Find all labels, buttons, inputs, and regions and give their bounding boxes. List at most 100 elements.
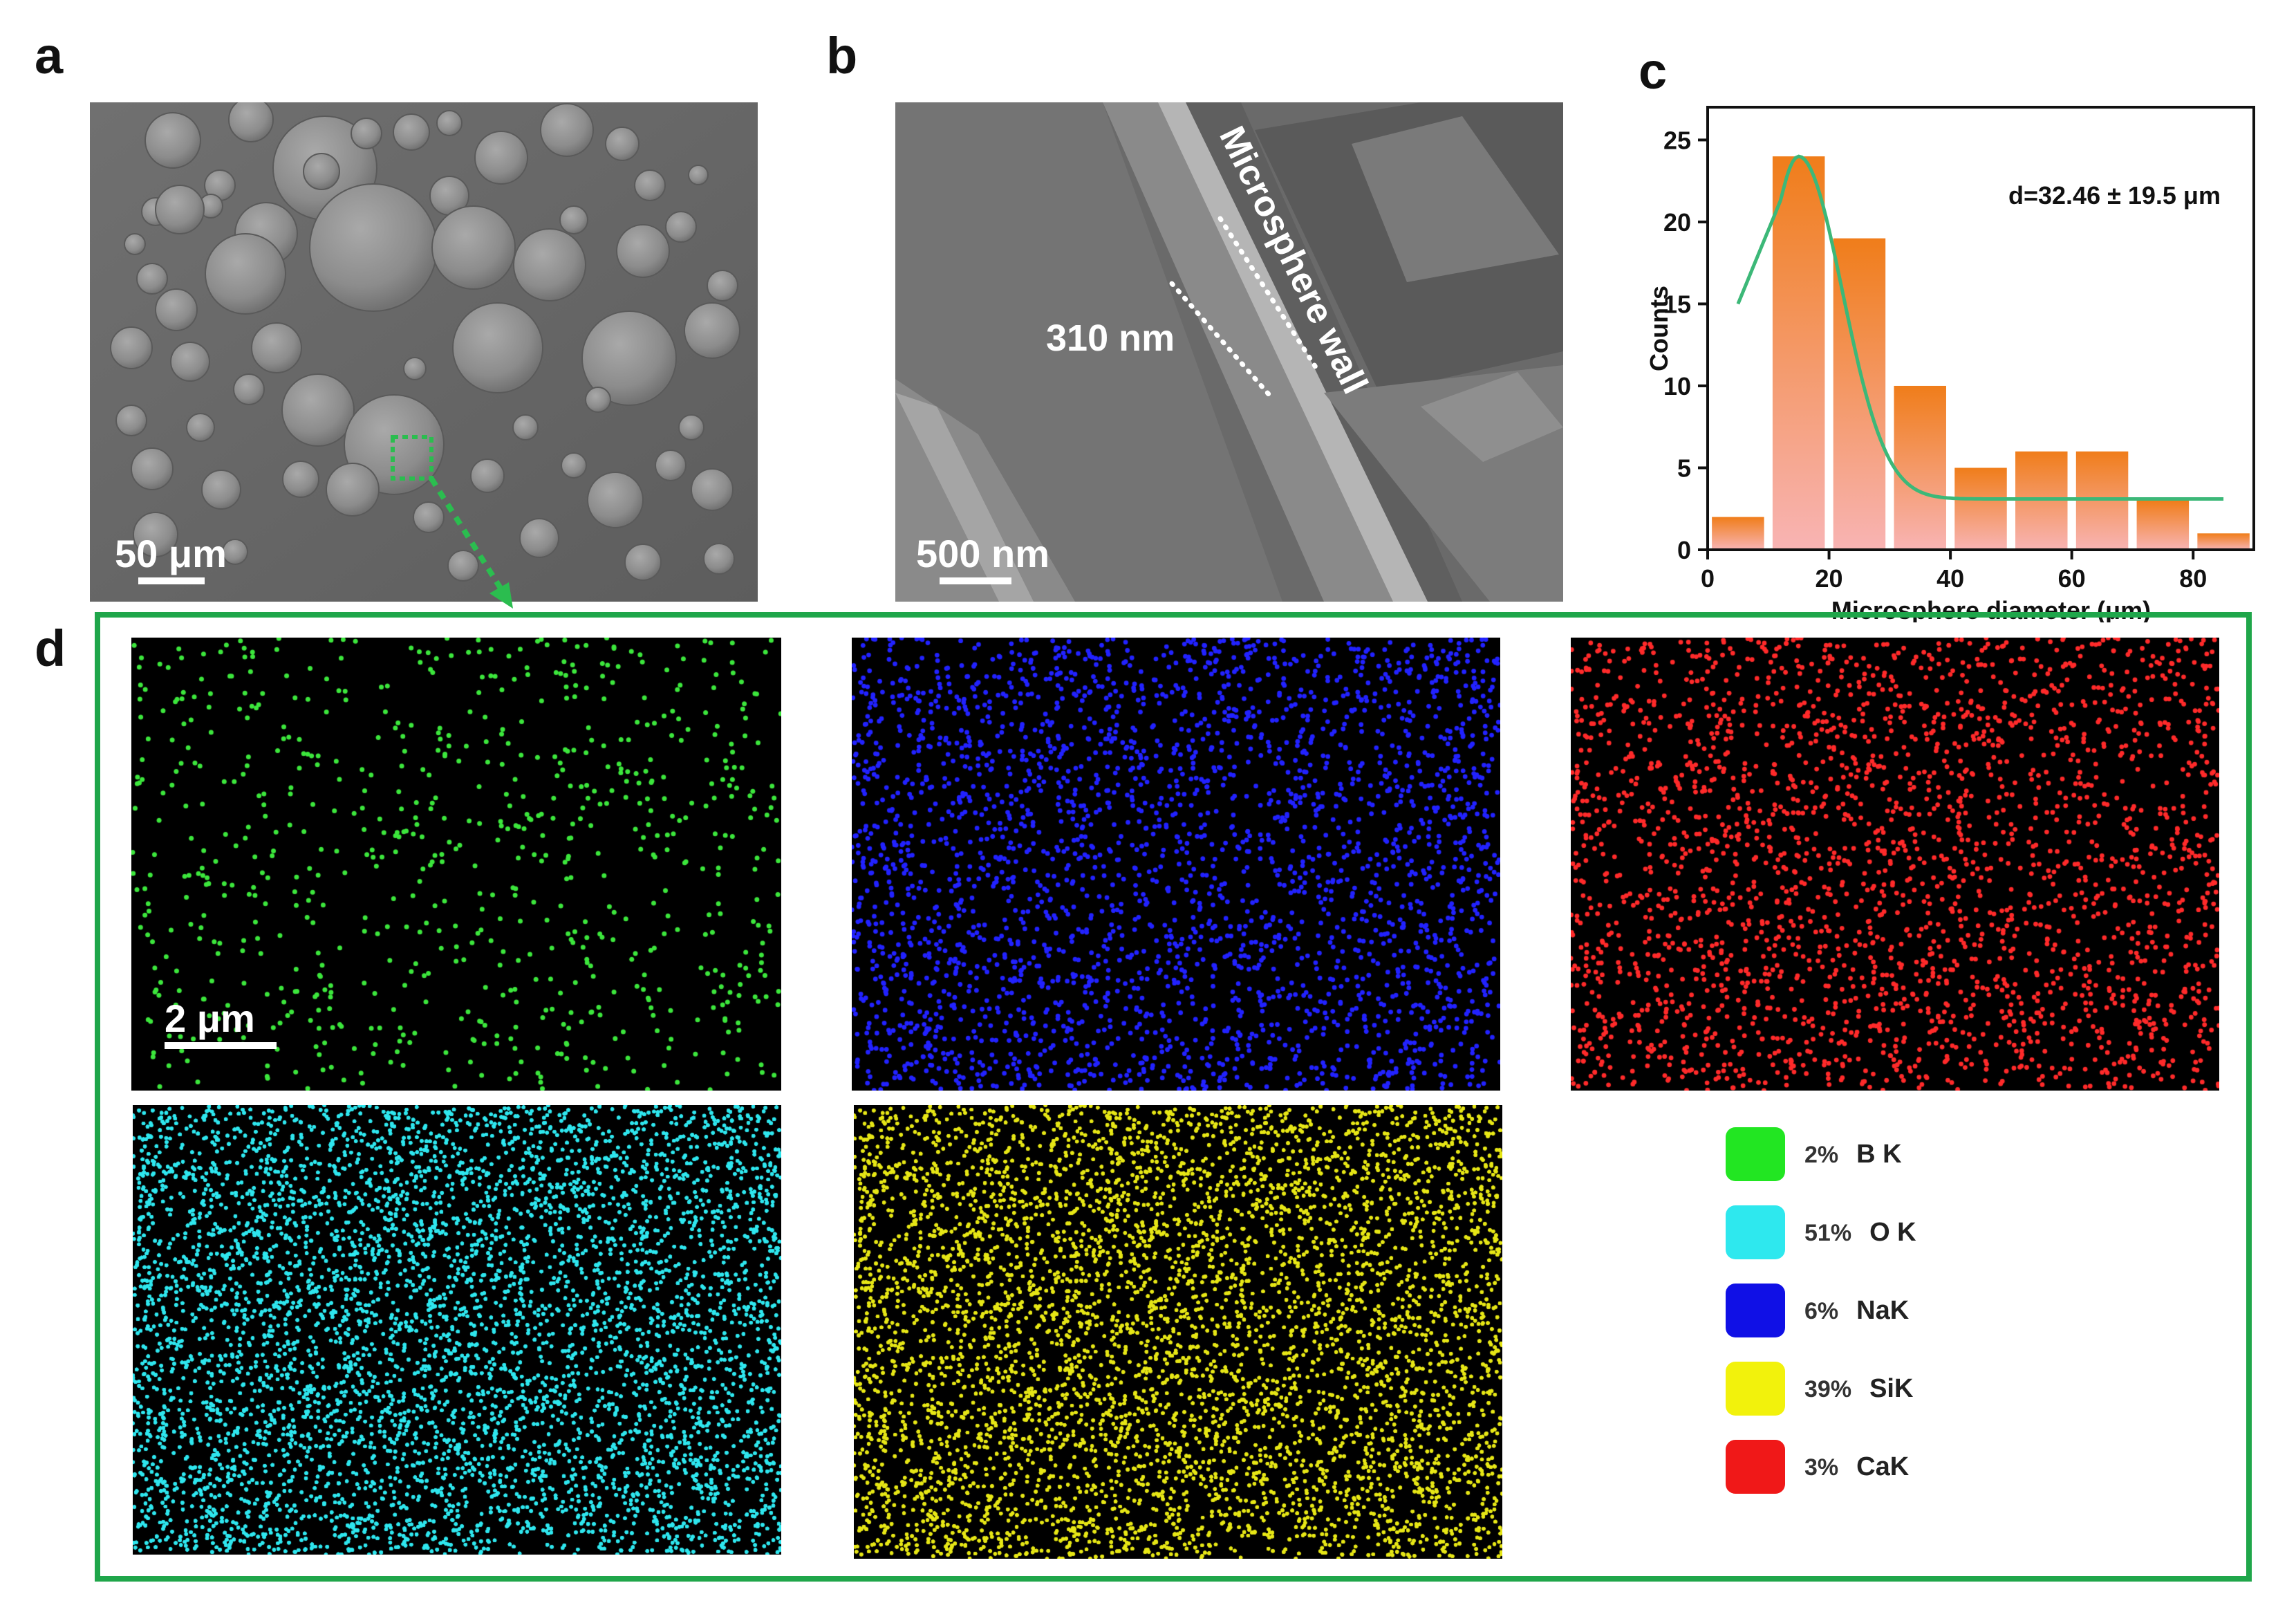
microsphere bbox=[684, 302, 740, 359]
x-axis-label: Microsphere diameter (μm) bbox=[1831, 596, 2151, 622]
histogram-bar bbox=[1954, 467, 2007, 550]
microsphere bbox=[512, 414, 539, 441]
histogram-bars bbox=[1712, 156, 2250, 550]
legend-pct-b: 2% bbox=[1804, 1142, 1839, 1168]
x-tick-label: 40 bbox=[1936, 564, 1964, 593]
histogram-bar bbox=[2197, 533, 2250, 550]
scalebar-d: 2 μm bbox=[165, 996, 277, 1049]
plot-frame bbox=[1706, 106, 2255, 551]
legend-pct-si: 39% bbox=[1804, 1376, 1852, 1402]
eds-map-o-canvas bbox=[133, 1105, 781, 1555]
microsphere bbox=[540, 103, 594, 157]
sem-microspheres-graphic bbox=[90, 102, 758, 602]
legend-pct-o: 51% bbox=[1804, 1220, 1852, 1246]
y-tick-label: 10 bbox=[1663, 372, 1691, 400]
microsphere bbox=[665, 211, 697, 243]
eds-map-b: 2 μm bbox=[131, 638, 781, 1091]
panel-label-a: a bbox=[35, 27, 64, 84]
microsphere bbox=[474, 131, 528, 185]
histogram-bar bbox=[1772, 156, 1825, 550]
microsphere bbox=[170, 342, 210, 382]
histogram-bar bbox=[1712, 517, 1764, 550]
x-axis-ticks: 0 20 40 60 80 bbox=[1701, 550, 2207, 593]
microsphere-group bbox=[110, 102, 740, 582]
eds-map-o bbox=[133, 1105, 781, 1555]
legend-pct-ca: 3% bbox=[1804, 1454, 1839, 1481]
gaussian-fit-line bbox=[1736, 154, 2224, 501]
microsphere bbox=[155, 288, 198, 331]
microsphere bbox=[124, 233, 146, 255]
legend-swatch-o bbox=[1726, 1205, 1785, 1259]
scalebar-d-line bbox=[165, 1042, 277, 1049]
thickness-label: 310 nm bbox=[1046, 317, 1175, 359]
element-legend: 2% B K 51% O K 6% NaK 39% SiK 3% CaK bbox=[1721, 1127, 2081, 1514]
microsphere bbox=[561, 452, 587, 479]
microsphere bbox=[351, 118, 382, 149]
microsphere bbox=[281, 373, 355, 447]
microsphere bbox=[186, 413, 215, 442]
microsphere bbox=[655, 450, 687, 481]
microsphere bbox=[205, 233, 286, 315]
legend-swatch-ca bbox=[1726, 1440, 1785, 1494]
microsphere bbox=[403, 357, 427, 380]
x-tick-label: 80 bbox=[2179, 564, 2207, 593]
microsphere bbox=[513, 228, 586, 302]
legend-swatch-na bbox=[1726, 1284, 1785, 1337]
microsphere bbox=[136, 263, 168, 295]
microsphere bbox=[703, 543, 735, 575]
y-tick-label: 0 bbox=[1677, 536, 1691, 564]
panel-label-d: d bbox=[35, 620, 66, 677]
microsphere bbox=[155, 185, 205, 234]
sem-image-wall: Microsphere wall 310 nm 500 nm bbox=[895, 102, 1563, 602]
microsphere bbox=[605, 127, 640, 161]
scalebar-a: 50 μm bbox=[115, 531, 227, 584]
microsphere bbox=[452, 302, 543, 393]
legend-element-si: SiK bbox=[1869, 1374, 1914, 1403]
microsphere bbox=[519, 518, 559, 558]
microsphere bbox=[585, 387, 611, 413]
legend-element-ca: CaK bbox=[1856, 1452, 1910, 1481]
microsphere bbox=[470, 458, 505, 493]
sem-image-microspheres: 50 μm bbox=[90, 102, 758, 602]
scalebar-a-text: 50 μm bbox=[115, 532, 227, 575]
microsphere bbox=[144, 112, 201, 169]
y-tick-label: 5 bbox=[1677, 454, 1691, 482]
scalebar-d-text: 2 μm bbox=[165, 997, 255, 1040]
microsphere bbox=[326, 463, 380, 517]
legend-swatch-si bbox=[1726, 1362, 1785, 1416]
eds-map-si bbox=[854, 1105, 1502, 1559]
microsphere bbox=[393, 113, 430, 151]
eds-map-ca-canvas bbox=[1571, 638, 2219, 1091]
eds-map-b-canvas bbox=[131, 638, 781, 1091]
microsphere bbox=[131, 447, 174, 490]
microsphere bbox=[228, 102, 274, 142]
microsphere bbox=[634, 169, 666, 201]
microsphere bbox=[110, 326, 153, 369]
microsphere bbox=[303, 153, 340, 190]
microsphere bbox=[616, 224, 670, 278]
scalebar-b: 500 nm bbox=[916, 531, 1049, 584]
microsphere bbox=[282, 461, 319, 498]
y-tick-label: 15 bbox=[1663, 290, 1691, 318]
microsphere bbox=[581, 311, 677, 406]
microsphere bbox=[559, 205, 588, 234]
panel-label-b: b bbox=[826, 27, 858, 84]
eds-map-si-canvas bbox=[854, 1105, 1502, 1559]
scalebar-b-text: 500 nm bbox=[916, 532, 1049, 575]
microsphere bbox=[447, 550, 479, 582]
legend-element-b: B K bbox=[1856, 1140, 1902, 1169]
y-axis-label: Counts bbox=[1645, 286, 1673, 371]
panel-label-c: c bbox=[1639, 42, 1668, 100]
legend-pct-na: 6% bbox=[1804, 1298, 1839, 1324]
eds-map-na bbox=[852, 638, 1500, 1091]
eds-map-ca bbox=[1571, 638, 2219, 1091]
microsphere bbox=[688, 165, 709, 185]
eds-frame bbox=[95, 612, 2252, 1582]
microsphere bbox=[624, 544, 662, 581]
microsphere bbox=[436, 110, 463, 136]
x-tick-label: 60 bbox=[2058, 564, 2086, 593]
legend-element-o: O K bbox=[1869, 1218, 1916, 1247]
microsphere bbox=[413, 501, 445, 533]
x-tick-label: 20 bbox=[1816, 564, 1843, 593]
